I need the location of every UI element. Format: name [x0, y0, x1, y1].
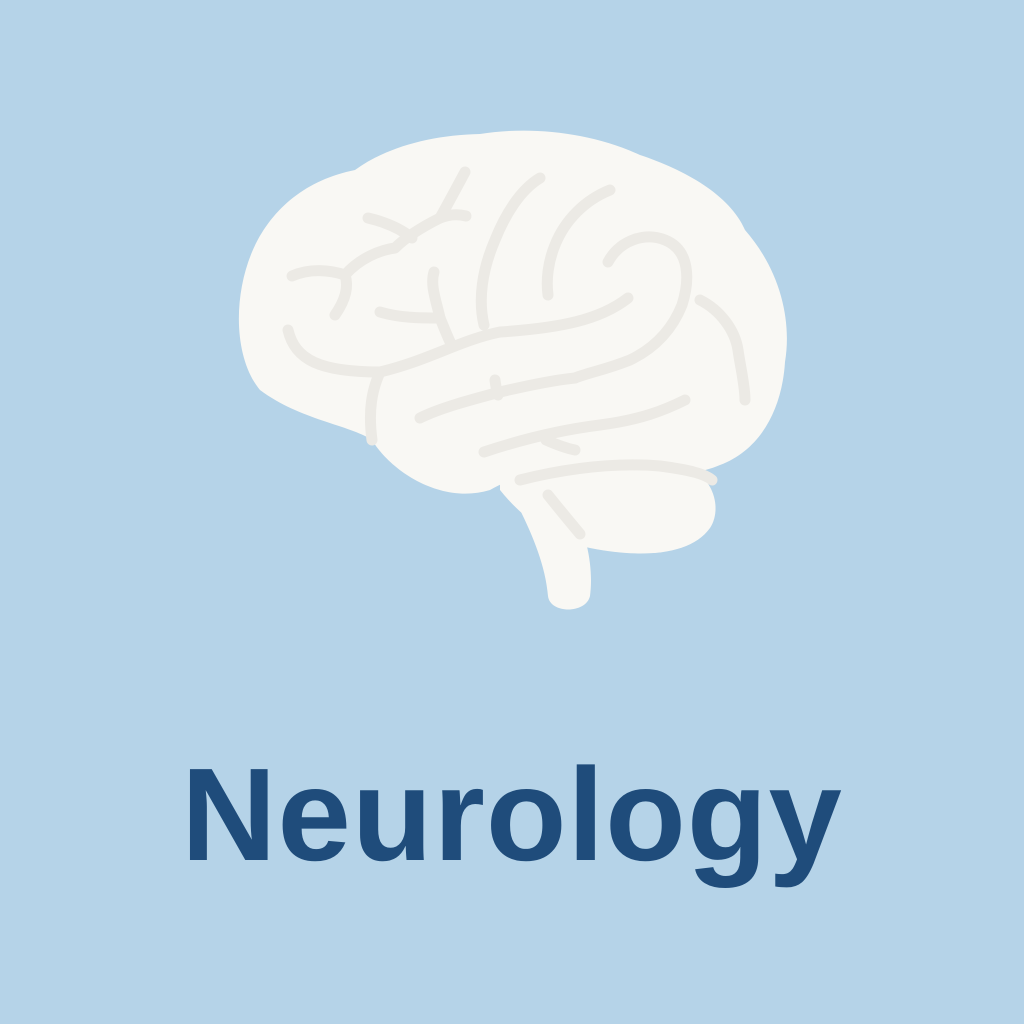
cerebellum	[500, 457, 716, 554]
brain-folds	[282, 166, 751, 540]
page-title: Neurology	[181, 741, 843, 888]
brain-illustration	[238, 130, 787, 610]
brain-icon	[238, 130, 787, 610]
